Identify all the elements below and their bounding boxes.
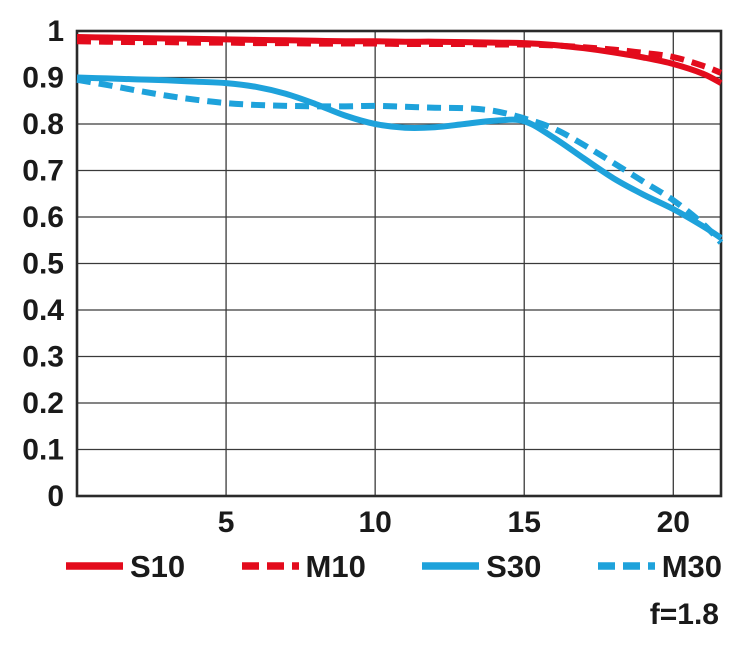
legend-item-s30: S30 bbox=[422, 551, 541, 582]
legend-label: S30 bbox=[486, 548, 542, 584]
x-tick-label: 15 bbox=[508, 506, 541, 539]
x-tick-label: 20 bbox=[657, 506, 690, 539]
y-tick-label: 0.3 bbox=[22, 341, 64, 374]
y-tick-label: 0.9 bbox=[22, 62, 64, 95]
legend-item-s10: S10 bbox=[66, 551, 185, 582]
y-tick-label: 0.7 bbox=[22, 155, 64, 188]
y-tick-label: 0.4 bbox=[22, 294, 64, 327]
series-line-s30 bbox=[76, 74, 723, 241]
series-line-m30 bbox=[76, 76, 724, 245]
y-tick-label: 0.2 bbox=[22, 387, 64, 420]
legend-label: S10 bbox=[130, 548, 186, 584]
series-line-m10 bbox=[76, 38, 723, 76]
series-line-s10 bbox=[76, 34, 723, 86]
legend-label: M10 bbox=[305, 548, 366, 584]
y-tick-label: 0.1 bbox=[22, 434, 64, 467]
y-tick-label: 0 bbox=[47, 480, 64, 513]
y-tick-label: 0.5 bbox=[22, 248, 64, 281]
y-tick-label: 0.6 bbox=[22, 201, 64, 234]
legend-swatch-s30 bbox=[422, 562, 480, 570]
plot-border bbox=[75, 29, 723, 498]
chart-legend: S10 M10 S30 M30 bbox=[66, 546, 722, 586]
legend-swatch-m30 bbox=[597, 562, 655, 570]
y-tick-label: 0.8 bbox=[22, 108, 64, 141]
legend-label: M30 bbox=[661, 548, 722, 584]
legend-swatch-s10 bbox=[66, 562, 123, 570]
x-tick-label: 5 bbox=[218, 506, 235, 539]
legend-item-m10: M10 bbox=[241, 548, 366, 584]
x-tick-label: 10 bbox=[358, 506, 391, 539]
legend-item-m30: M30 bbox=[597, 548, 722, 584]
legend-swatch-m10 bbox=[241, 562, 299, 570]
aperture-label: f=1.8 bbox=[649, 598, 719, 631]
y-tick-label: 1 bbox=[47, 15, 64, 48]
